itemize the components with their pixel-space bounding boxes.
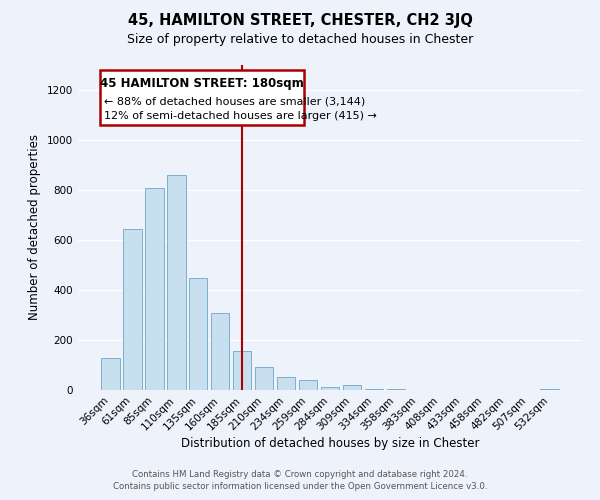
Text: ← 88% of detached houses are smaller (3,144): ← 88% of detached houses are smaller (3,… — [104, 96, 365, 106]
Bar — [277, 377, 295, 390]
Text: Contains public sector information licensed under the Open Government Licence v3: Contains public sector information licen… — [113, 482, 487, 491]
Bar — [255, 367, 274, 390]
Text: Size of property relative to detached houses in Chester: Size of property relative to detached ho… — [127, 32, 473, 46]
Text: Contains HM Land Registry data © Crown copyright and database right 2024.: Contains HM Land Registry data © Crown c… — [132, 470, 468, 479]
Text: 12% of semi-detached houses are larger (415) →: 12% of semi-detached houses are larger (… — [104, 112, 377, 121]
X-axis label: Distribution of detached houses by size in Chester: Distribution of detached houses by size … — [181, 438, 479, 450]
Bar — [123, 229, 142, 390]
Text: 45, HAMILTON STREET, CHESTER, CH2 3JQ: 45, HAMILTON STREET, CHESTER, CH2 3JQ — [128, 12, 472, 28]
Bar — [365, 389, 383, 390]
Bar — [320, 386, 340, 390]
Bar — [233, 351, 251, 390]
Bar — [145, 188, 164, 390]
Y-axis label: Number of detached properties: Number of detached properties — [28, 134, 41, 320]
Bar — [101, 358, 119, 390]
Bar — [343, 385, 361, 390]
Bar — [211, 312, 229, 390]
Bar — [386, 389, 405, 390]
Bar — [167, 174, 185, 390]
Bar — [189, 278, 208, 390]
Text: 45 HAMILTON STREET: 180sqm: 45 HAMILTON STREET: 180sqm — [100, 78, 304, 90]
FancyBboxPatch shape — [100, 70, 304, 125]
Bar — [299, 380, 317, 390]
Bar — [541, 389, 559, 390]
